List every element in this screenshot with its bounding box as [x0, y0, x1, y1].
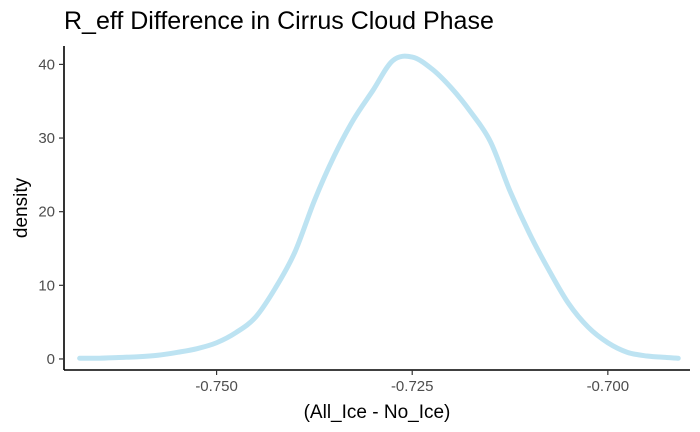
x-tick-label: -0.725: [391, 378, 434, 395]
y-tick-label: 0: [47, 351, 55, 368]
x-axis-ticks: -0.750 -0.725 -0.700: [195, 370, 629, 395]
density-curve: [77, 53, 681, 361]
y-tick-label: 10: [38, 277, 55, 294]
x-axis-title: (All_Ice - No_Ice): [304, 402, 451, 423]
y-tick-label: 40: [38, 56, 55, 73]
y-tick-label: 20: [38, 204, 55, 221]
y-axis-ticks: 0 10 20 30 40: [38, 56, 64, 368]
density-series: [77, 53, 681, 361]
y-tick-label: 30: [38, 130, 55, 147]
y-axis-title: density: [11, 177, 32, 238]
x-tick-label: -0.700: [587, 378, 630, 395]
chart-title: R_eff Difference in Cirrus Cloud Phase: [64, 7, 494, 35]
x-tick-label: -0.750: [195, 378, 238, 395]
